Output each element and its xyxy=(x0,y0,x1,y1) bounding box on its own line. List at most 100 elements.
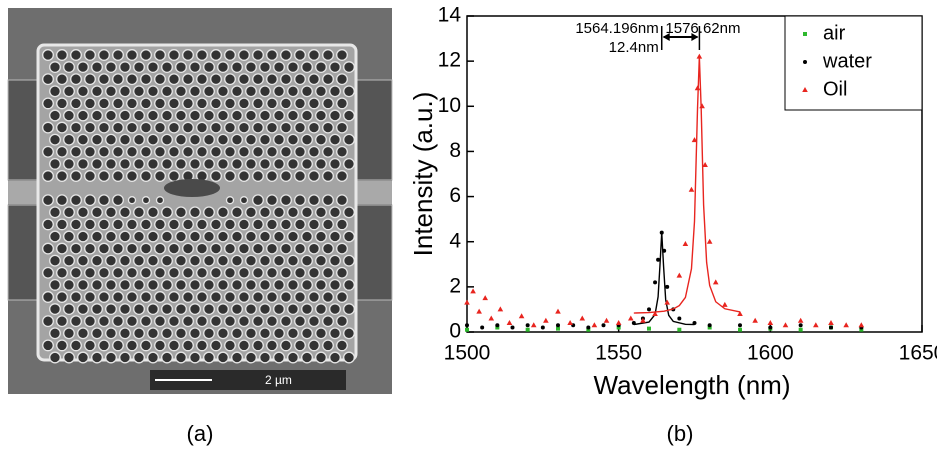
hole xyxy=(140,121,152,134)
hole xyxy=(56,242,68,255)
hole xyxy=(203,133,215,146)
hole xyxy=(126,170,138,182)
hole xyxy=(98,242,110,255)
hole xyxy=(91,278,103,291)
hole xyxy=(126,49,138,61)
hole xyxy=(70,73,82,86)
hole xyxy=(141,196,151,205)
hole xyxy=(133,303,145,316)
hole xyxy=(308,97,320,110)
hole xyxy=(294,242,306,255)
hole xyxy=(266,121,278,134)
hole xyxy=(49,61,61,74)
hole xyxy=(161,85,173,98)
hole xyxy=(168,291,180,303)
hole xyxy=(294,170,306,182)
x-axis-label: Wavelength (nm) xyxy=(594,370,791,400)
point xyxy=(628,315,634,321)
hole xyxy=(154,218,166,231)
legend-label: air xyxy=(823,22,846,44)
hole xyxy=(49,327,61,340)
hole xyxy=(147,109,159,122)
hole xyxy=(154,170,166,182)
hole xyxy=(119,133,131,146)
hole xyxy=(259,351,271,364)
hole xyxy=(84,339,96,352)
legend-label: water xyxy=(822,50,872,72)
hole xyxy=(217,303,229,316)
hole xyxy=(322,121,334,134)
hole xyxy=(287,327,299,340)
hole xyxy=(203,206,215,219)
hole xyxy=(287,254,299,267)
legend-marker xyxy=(803,60,807,64)
fit-line xyxy=(633,56,741,314)
point xyxy=(664,299,670,305)
hole xyxy=(49,303,61,316)
hole xyxy=(182,218,194,231)
hole xyxy=(266,266,278,279)
hole xyxy=(301,157,313,170)
hole xyxy=(168,170,180,182)
hole xyxy=(77,206,89,219)
hole xyxy=(154,49,166,61)
hole xyxy=(203,351,215,364)
hole xyxy=(224,291,236,303)
hole xyxy=(42,218,54,231)
hole xyxy=(287,109,299,122)
hole xyxy=(77,157,89,170)
hole xyxy=(238,242,250,255)
hole xyxy=(273,133,285,146)
hole xyxy=(329,85,341,98)
hole xyxy=(343,85,355,98)
hole xyxy=(70,315,82,328)
hole xyxy=(175,157,187,170)
hole xyxy=(168,315,180,328)
hole xyxy=(161,230,173,243)
hole xyxy=(259,157,271,170)
hole xyxy=(329,303,341,316)
hole xyxy=(49,230,61,243)
hole xyxy=(133,133,145,146)
point xyxy=(488,315,495,321)
hole xyxy=(336,291,348,303)
point xyxy=(677,327,682,332)
hole xyxy=(42,291,54,303)
hole xyxy=(91,327,103,340)
hole xyxy=(182,266,194,279)
hole xyxy=(245,303,257,316)
hole xyxy=(196,97,208,110)
hole xyxy=(42,339,54,352)
point xyxy=(653,280,658,285)
y-axis-label: Intensity (a.u.) xyxy=(408,92,438,257)
hole xyxy=(98,266,110,279)
hole xyxy=(91,109,103,122)
point xyxy=(525,323,530,328)
hole xyxy=(280,121,292,134)
hole xyxy=(112,49,124,61)
hole xyxy=(315,206,327,219)
hole xyxy=(147,303,159,316)
hole xyxy=(119,206,131,219)
hole xyxy=(154,73,166,86)
hole xyxy=(140,242,152,255)
point xyxy=(688,186,695,192)
hole xyxy=(112,291,124,303)
hole xyxy=(161,254,173,267)
hole xyxy=(168,145,180,158)
hole xyxy=(224,266,236,279)
hole xyxy=(112,97,124,110)
hole xyxy=(63,278,75,291)
side-pad xyxy=(353,204,393,301)
hole xyxy=(189,157,201,170)
hole xyxy=(84,170,96,182)
hole xyxy=(259,278,271,291)
hole xyxy=(175,351,187,364)
hole xyxy=(238,218,250,231)
hole xyxy=(147,254,159,267)
hole xyxy=(231,254,243,267)
hole xyxy=(105,230,117,243)
hole xyxy=(217,351,229,364)
hole xyxy=(343,206,355,219)
hole xyxy=(175,230,187,243)
